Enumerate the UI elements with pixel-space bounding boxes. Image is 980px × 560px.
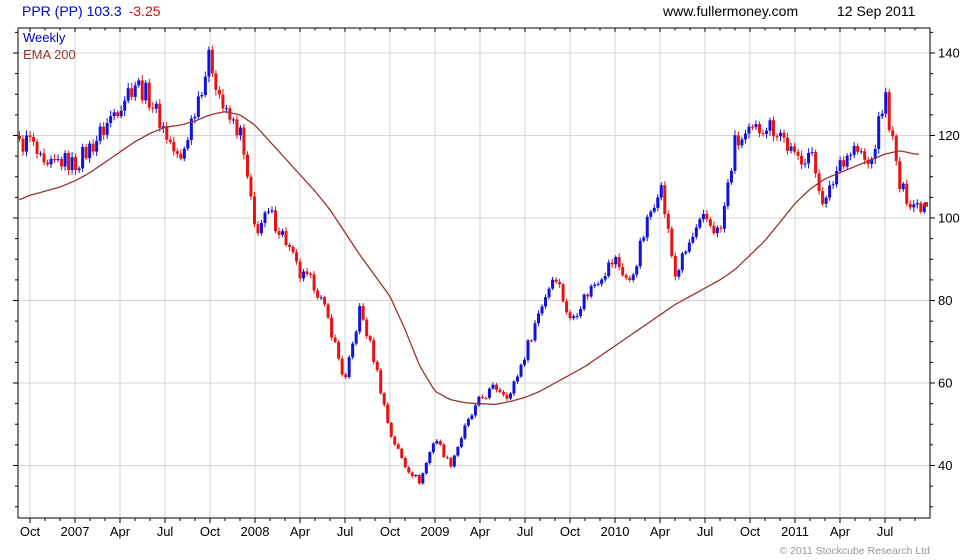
svg-text:2009: 2009 — [421, 524, 450, 539]
svg-text:Jul: Jul — [157, 524, 174, 539]
svg-text:Jul: Jul — [517, 524, 534, 539]
svg-text:2010: 2010 — [601, 524, 630, 539]
svg-text:140: 140 — [938, 46, 960, 61]
chart-date: 12 Sep 2011 — [837, 3, 916, 19]
svg-text:Oct: Oct — [20, 524, 41, 539]
legend-weekly-label: Weekly — [23, 30, 66, 45]
svg-text:Oct: Oct — [200, 524, 221, 539]
copyright-notice: © 2011 Stockcube Research Ltd — [779, 545, 930, 557]
svg-text:100: 100 — [938, 211, 960, 226]
svg-text:Jul: Jul — [337, 524, 354, 539]
svg-text:120: 120 — [938, 128, 960, 143]
svg-text:2008: 2008 — [241, 524, 270, 539]
svg-text:40: 40 — [938, 458, 952, 473]
legend-ema-label: EMA 200 — [23, 47, 76, 62]
svg-text:2011: 2011 — [781, 524, 809, 539]
svg-text:Jul: Jul — [877, 524, 894, 539]
svg-text:Apr: Apr — [290, 524, 311, 539]
svg-text:Apr: Apr — [830, 524, 851, 539]
quote-header: PPR (PP) 103.3 -3.25 — [22, 3, 161, 19]
symbol-price: PPR (PP) 103.3 — [22, 3, 122, 19]
svg-text:2007: 2007 — [61, 524, 90, 539]
svg-text:Jul: Jul — [697, 524, 714, 539]
price-change: -3.25 — [128, 3, 161, 19]
svg-text:60: 60 — [938, 376, 952, 391]
svg-text:Oct: Oct — [560, 524, 581, 539]
svg-text:Oct: Oct — [740, 524, 761, 539]
svg-text:80: 80 — [938, 293, 952, 308]
last-price-marker — [923, 202, 928, 207]
svg-text:Oct: Oct — [380, 524, 401, 539]
svg-text:Apr: Apr — [650, 524, 671, 539]
svg-text:Apr: Apr — [470, 524, 491, 539]
svg-text:Apr: Apr — [110, 524, 131, 539]
website-url: www.fullermoney.com — [663, 3, 799, 19]
